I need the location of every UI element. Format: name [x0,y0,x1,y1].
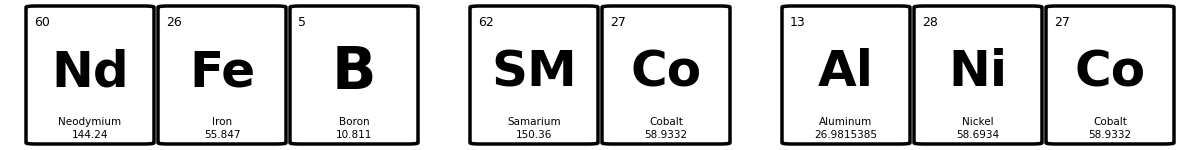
Text: Co: Co [1074,48,1146,96]
Text: 58.9332: 58.9332 [644,130,688,140]
Text: Nd: Nd [52,48,128,96]
Text: 27: 27 [610,16,626,29]
Text: 10.811: 10.811 [336,130,372,140]
Text: 28: 28 [922,16,938,29]
Text: B: B [331,44,377,101]
FancyBboxPatch shape [290,6,418,144]
Text: 58.6934: 58.6934 [956,130,1000,140]
FancyBboxPatch shape [158,6,286,144]
Text: Samarium: Samarium [508,117,560,127]
FancyBboxPatch shape [470,6,598,144]
Text: 27: 27 [1054,16,1070,29]
Text: 5: 5 [298,16,306,29]
Text: 58.9332: 58.9332 [1088,130,1132,140]
Text: SM: SM [491,48,577,96]
Text: 13: 13 [790,16,805,29]
Text: 62: 62 [478,16,493,29]
Text: Nickel: Nickel [962,117,994,127]
Text: Aluminum: Aluminum [820,117,872,127]
FancyBboxPatch shape [602,6,730,144]
Text: 60: 60 [34,16,50,29]
Text: Co: Co [630,48,702,96]
Text: Cobalt: Cobalt [1093,117,1127,127]
Text: Neodymium: Neodymium [59,117,121,127]
FancyBboxPatch shape [26,6,154,144]
Text: 26.9815385: 26.9815385 [815,130,877,140]
Text: 26: 26 [166,16,181,29]
Text: Cobalt: Cobalt [649,117,683,127]
Text: 55.847: 55.847 [204,130,240,140]
Text: Ni: Ni [948,48,1008,96]
Text: Al: Al [818,48,874,96]
FancyBboxPatch shape [782,6,910,144]
Text: Iron: Iron [212,117,232,127]
FancyBboxPatch shape [914,6,1042,144]
Text: Fe: Fe [188,48,256,96]
FancyBboxPatch shape [1046,6,1174,144]
Text: Boron: Boron [338,117,370,127]
Text: 150.36: 150.36 [516,130,552,140]
Text: 144.24: 144.24 [72,130,108,140]
